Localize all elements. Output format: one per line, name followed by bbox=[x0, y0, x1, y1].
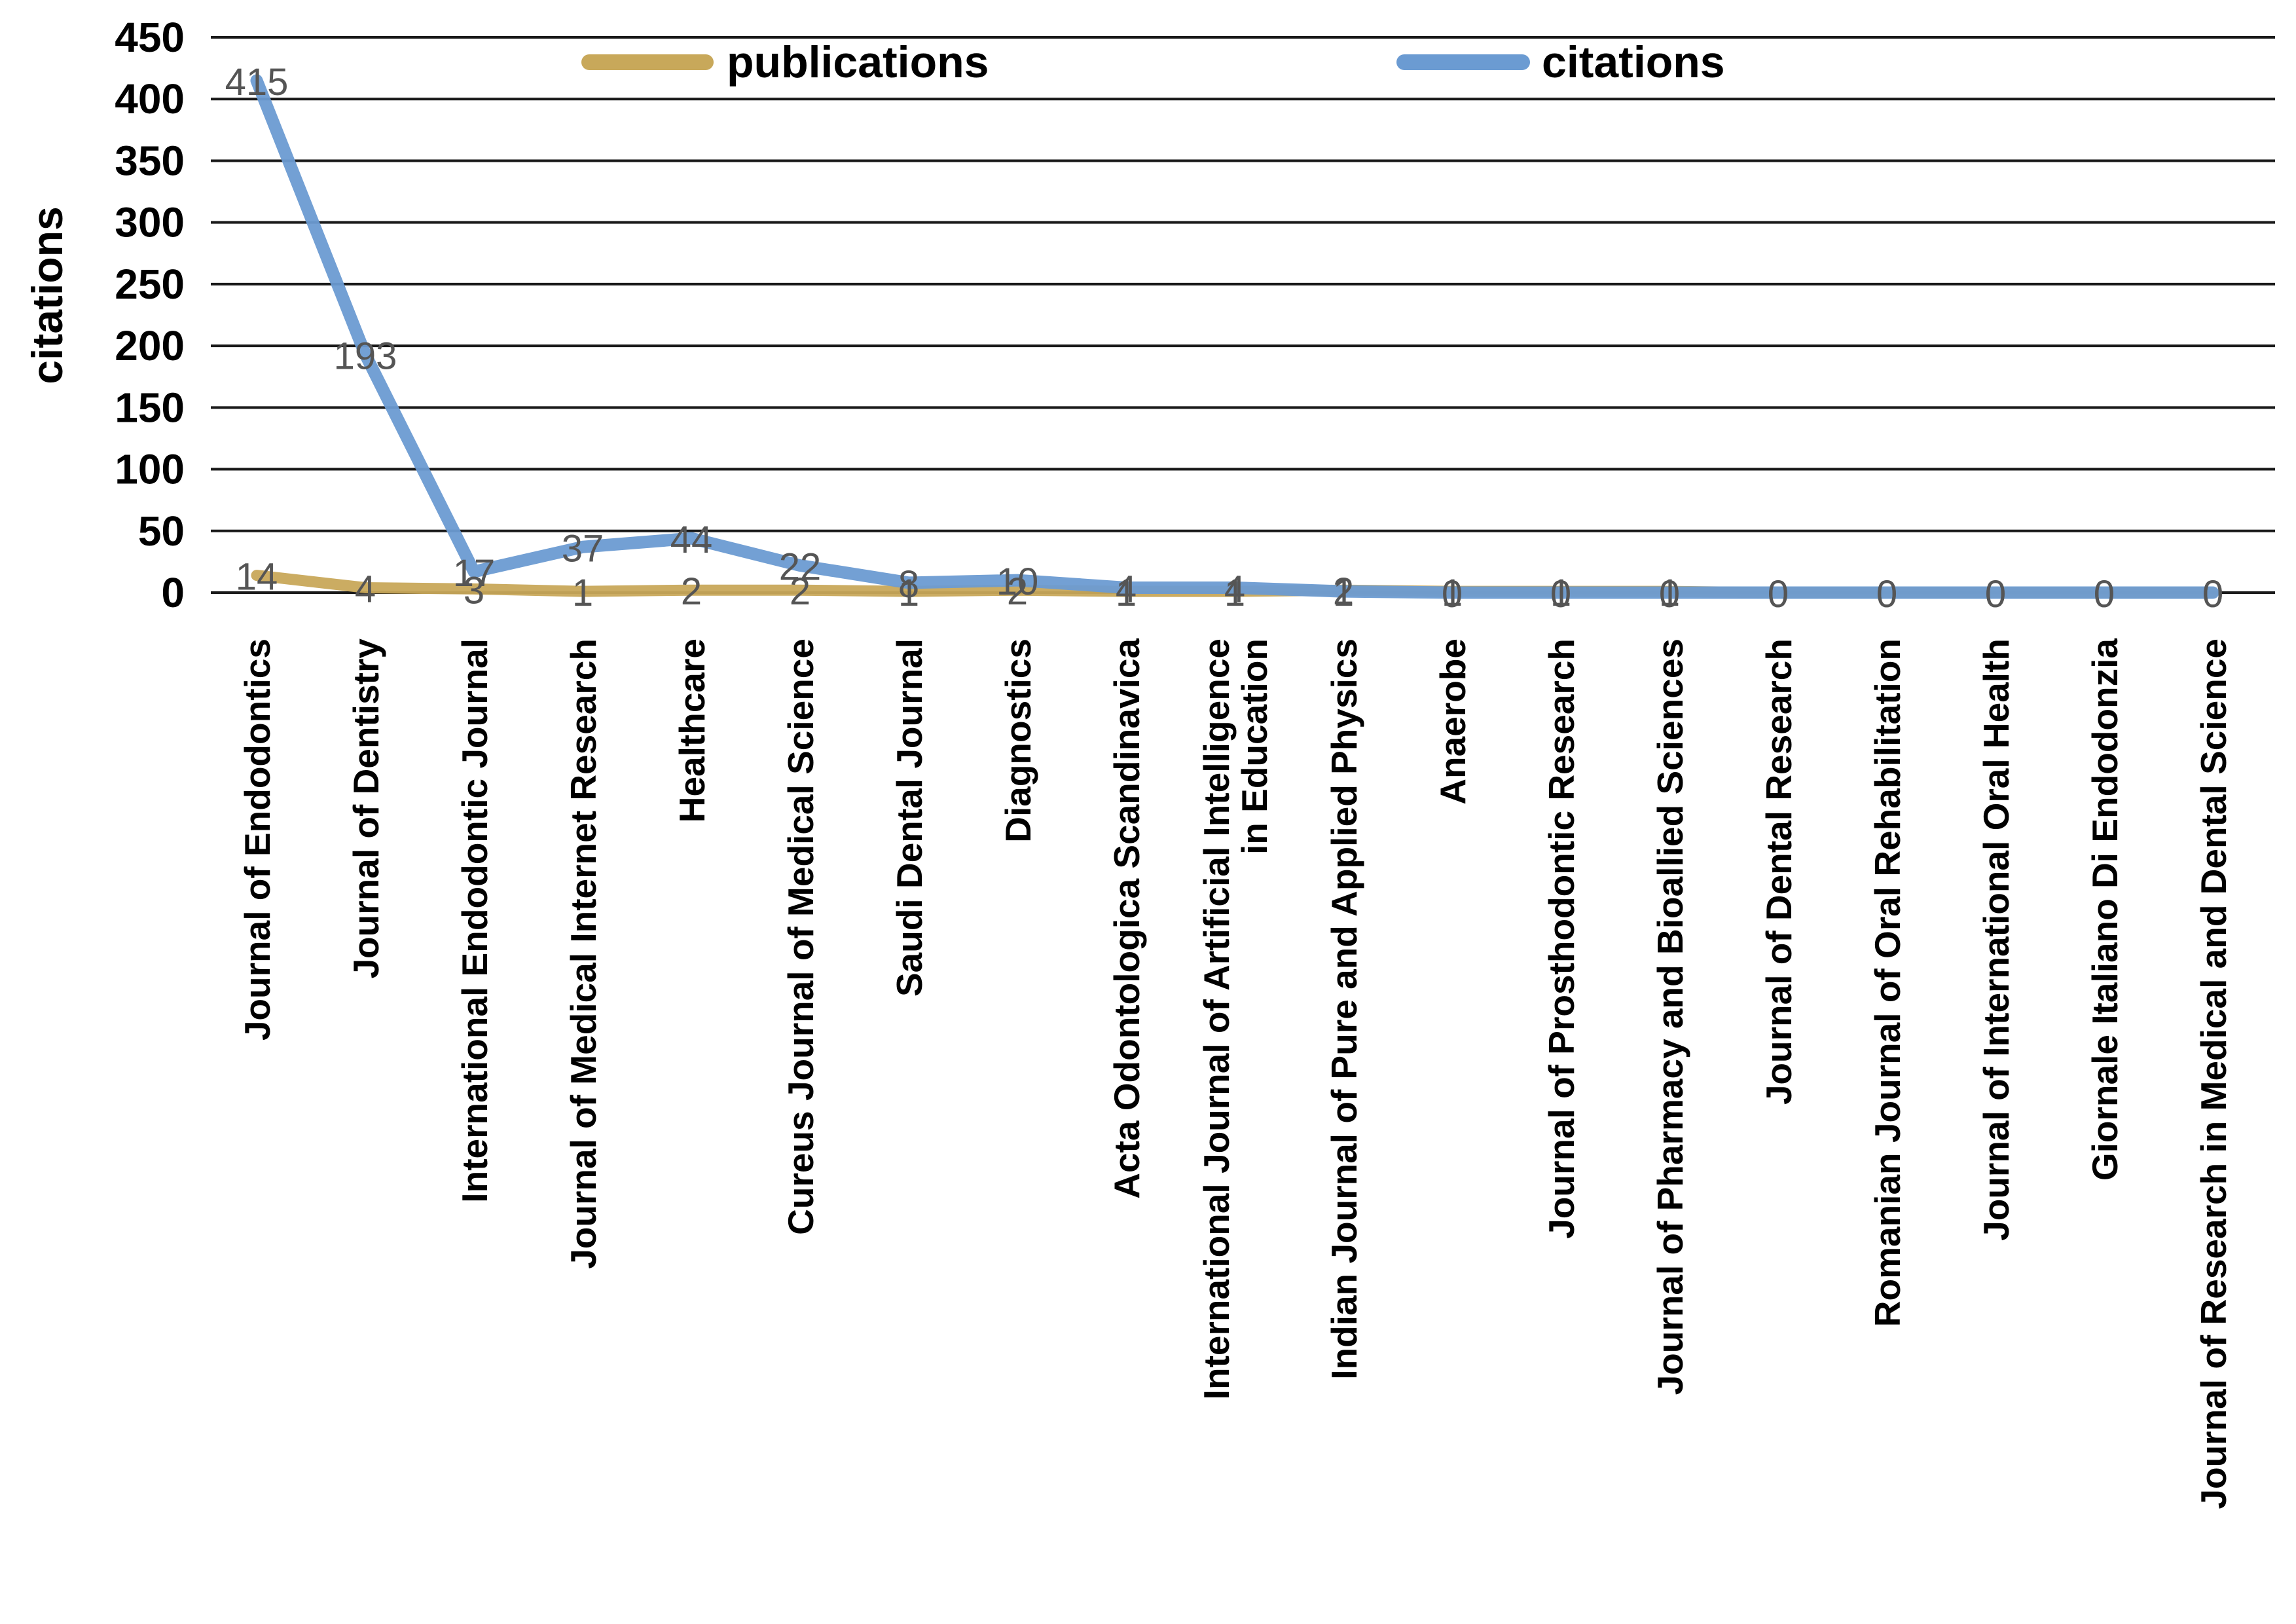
x-category-label-14: Journal of Dental Research bbox=[1758, 638, 1799, 1105]
data-label-publications-4: 2 bbox=[681, 570, 702, 613]
data-label-citations-18: 0 bbox=[2202, 573, 2223, 616]
x-category-label-10: Indian Journal of Pure and Applied Physi… bbox=[1324, 638, 1364, 1380]
legend-label-publications: publications bbox=[727, 37, 989, 87]
y-tick-label-350: 350 bbox=[115, 137, 185, 184]
x-axis-category-labels: Journal of Endodontics Journal of Dentist… bbox=[237, 638, 2234, 1509]
data-label-citations-13: 0 bbox=[1659, 573, 1680, 616]
x-category-label-16: Journal of International Oral Health bbox=[1976, 638, 2016, 1241]
data-label-publications-14: 0 bbox=[1768, 573, 1789, 616]
data-label-publications-9: 1 bbox=[1224, 572, 1245, 614]
data-label-citations-7: 10 bbox=[996, 561, 1039, 603]
data-label-citations-15: 0 bbox=[1876, 573, 1897, 616]
x-category-label-line: Journal of Medical Internet Research bbox=[563, 638, 604, 1269]
data-label-publications-10: 2 bbox=[1333, 570, 1354, 613]
y-tick-label-200: 200 bbox=[115, 322, 185, 369]
x-category-label-3: Journal of Medical Internet Research bbox=[563, 638, 604, 1269]
x-category-label-line: Anaerobe bbox=[1432, 638, 1473, 805]
data-label-citations-8: 4 bbox=[1116, 568, 1137, 610]
data-label-citations-0: 415 bbox=[225, 61, 289, 103]
x-category-label-6: Saudi Dental Journal bbox=[889, 638, 930, 997]
x-category-label-line: Indian Journal of Pure and Applied Physi… bbox=[1324, 638, 1364, 1380]
x-category-label-line: Journal of Dentistry bbox=[346, 638, 386, 979]
legend-label-citations: citations bbox=[1542, 37, 1725, 87]
data-label-publications-13: 1 bbox=[1659, 572, 1680, 614]
x-category-label-2: International Endodontic Journal bbox=[454, 638, 495, 1203]
x-category-label-8: Acta Odontologica Scandinavica bbox=[1106, 638, 1147, 1199]
x-category-label-13: Journal of Pharmacy and Bioallied Scienc… bbox=[1650, 638, 1690, 1395]
data-label-citations-2: 17 bbox=[453, 552, 496, 595]
data-label-publications-16: 0 bbox=[1985, 573, 2006, 616]
x-category-label-line: Journal of Pharmacy and Bioallied Scienc… bbox=[1650, 638, 1690, 1395]
y-tick-label-450: 450 bbox=[115, 14, 185, 61]
x-category-label-line: Journal of Dental Research bbox=[1758, 638, 1799, 1105]
data-label-citations-10: 1 bbox=[1333, 572, 1354, 614]
legend: publications citations bbox=[581, 37, 1725, 87]
data-label-citations-17: 0 bbox=[2094, 573, 2115, 616]
x-category-label-9: International Journal of Artificial Inte… bbox=[1196, 638, 1275, 1399]
x-category-label-17: Giornale Italiano Di Endodonzia bbox=[2085, 638, 2125, 1181]
x-category-label-15: Romanian Journal of Oral Rehabilitation bbox=[1867, 638, 1908, 1327]
x-category-label-line: Journal of Endodontics bbox=[237, 638, 278, 1041]
y-tick-label-0: 0 bbox=[161, 569, 185, 616]
x-category-label-line: Acta Odontologica Scandinavica bbox=[1106, 638, 1147, 1199]
y-tick-label-150: 150 bbox=[115, 384, 185, 431]
x-category-label-line: Journal of Prosthodontic Research bbox=[1541, 638, 1582, 1239]
data-label-publications-1: 4 bbox=[355, 568, 376, 610]
data-label-publications-5: 2 bbox=[790, 570, 811, 613]
series-line-citations bbox=[250, 74, 2219, 599]
x-category-label-line: International Endodontic Journal bbox=[454, 638, 495, 1203]
x-category-label-11: Anaerobe bbox=[1432, 638, 1473, 805]
data-label-citations-4: 44 bbox=[670, 519, 713, 561]
x-category-label-0: Journal of Endodontics bbox=[237, 638, 278, 1041]
data-label-publications-18: 0 bbox=[2202, 573, 2223, 616]
y-axis-title: citations bbox=[23, 206, 71, 384]
data-label-citations-14: 0 bbox=[1768, 573, 1789, 616]
x-category-label-line: Healthcare bbox=[672, 638, 712, 822]
data-label-citations-5: 22 bbox=[779, 546, 822, 589]
data-label-publications-0: 14 bbox=[236, 556, 278, 599]
x-category-label-line: Romanian Journal of Oral Rehabilitation bbox=[1867, 638, 1908, 1327]
x-category-label-5: Cureus Journal of Medical Science bbox=[780, 638, 821, 1235]
data-label-publications-15: 0 bbox=[1876, 573, 1897, 616]
data-label-publications-12: 1 bbox=[1550, 572, 1571, 614]
x-category-label-line: Journal of Research in Medical and Denta… bbox=[2193, 638, 2234, 1509]
data-label-publications-7: 2 bbox=[1007, 570, 1028, 613]
data-label-citations-16: 0 bbox=[1985, 573, 2006, 616]
data-label-citations-6: 8 bbox=[898, 563, 919, 606]
data-label-citations-9: 4 bbox=[1224, 568, 1245, 610]
y-tick-label-250: 250 bbox=[115, 261, 185, 308]
data-label-citations-12: 0 bbox=[1550, 573, 1571, 616]
x-category-label-7: Diagnostics bbox=[998, 638, 1038, 843]
x-category-label-18: Journal of Research in Medical and Denta… bbox=[2193, 638, 2234, 1509]
x-category-label-line: Saudi Dental Journal bbox=[889, 638, 930, 997]
y-tick-label-400: 400 bbox=[115, 75, 185, 122]
data-label-publications-6: 1 bbox=[898, 572, 919, 614]
x-category-label-line: in Education bbox=[1234, 638, 1275, 855]
y-tick-label-100: 100 bbox=[115, 446, 185, 493]
y-tick-label-300: 300 bbox=[115, 199, 185, 246]
x-category-label-line: International Journal of Artificial Inte… bbox=[1196, 638, 1237, 1399]
x-category-label-line: Giornale Italiano Di Endodonzia bbox=[2085, 638, 2125, 1181]
y-tick-label-50: 50 bbox=[138, 507, 185, 555]
series-lines bbox=[250, 74, 2219, 599]
data-label-publications-3: 1 bbox=[572, 572, 593, 614]
x-category-label-1: Journal of Dentistry bbox=[346, 638, 386, 979]
x-category-label-line: Journal of International Oral Health bbox=[1976, 638, 2016, 1241]
data-label-publications-17: 0 bbox=[2094, 573, 2115, 616]
data-label-citations-3: 37 bbox=[562, 527, 604, 570]
data-label-publications-8: 1 bbox=[1116, 572, 1137, 614]
x-category-label-12: Journal of Prosthodontic Research bbox=[1541, 638, 1582, 1239]
data-label-publications-11: 1 bbox=[1442, 572, 1463, 614]
x-category-label-line: Cureus Journal of Medical Science bbox=[780, 638, 821, 1235]
y-axis: 0 50 100 150 200 250 300 350 400 450 bbox=[115, 14, 185, 616]
data-label-citations-1: 193 bbox=[334, 335, 397, 377]
gridlines bbox=[211, 36, 2275, 594]
data-label-citations-11: 0 bbox=[1442, 573, 1463, 616]
x-category-label-line: Diagnostics bbox=[998, 638, 1038, 843]
x-category-label-4: Healthcare bbox=[672, 638, 712, 822]
data-label-publications-2: 3 bbox=[464, 569, 484, 612]
